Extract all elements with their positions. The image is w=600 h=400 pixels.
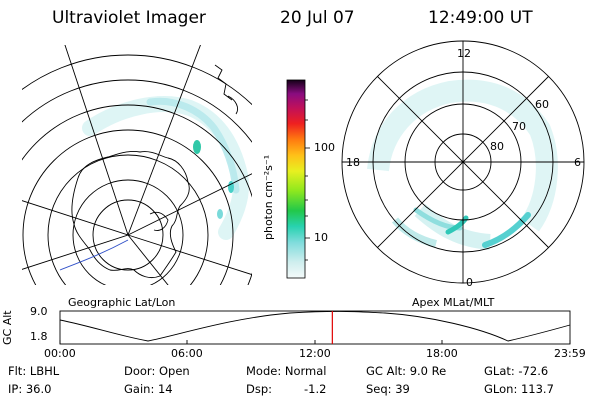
- latitude-circles: [22, 54, 252, 285]
- alt-tick-9: 9.0: [30, 305, 48, 318]
- mlt-label-18: 18: [346, 156, 360, 169]
- app-title: Ultraviolet Imager: [52, 8, 206, 28]
- time-tick-1200: 12:00: [299, 347, 331, 360]
- mlt-label-12: 12: [457, 47, 471, 60]
- colorbar: [286, 79, 310, 279]
- glat-info: GLat: -72.6: [484, 364, 549, 378]
- lat-label-80: 80: [490, 140, 504, 153]
- left-panel-caption: Geographic Lat/Lon: [68, 296, 176, 309]
- aurora-emission-right: [367, 79, 558, 250]
- right-panel-caption: Apex MLat/MLT: [412, 296, 495, 309]
- time-tick-1800: 18:00: [426, 347, 458, 360]
- date-label: 20 Jul 07: [280, 8, 355, 28]
- colorbar-tick-100: 100: [314, 141, 335, 154]
- antarctica-coastline: [71, 151, 190, 279]
- colorbar-unit-label: photon cm⁻²s⁻¹: [262, 154, 275, 240]
- altitude-strip: [59, 310, 571, 345]
- ip-info: IP: 36.0: [8, 382, 52, 396]
- lat-label-60: 60: [535, 98, 549, 111]
- time-label: 12:49:00 UT: [428, 8, 533, 28]
- gc-alt-info: GC Alt: 9.0 Re: [366, 364, 447, 378]
- colorbar-tick-10: 10: [314, 231, 328, 244]
- filter-info: Flt: LBHL: [8, 364, 60, 378]
- footpoint-track: [59, 239, 129, 271]
- time-tick-0000: 00:00: [44, 347, 76, 360]
- aurora-emission-left: [82, 96, 249, 240]
- mlt-label-0: 0: [466, 276, 473, 289]
- gain-info: Gain: 14: [124, 382, 173, 396]
- dsp-value: -1.2: [304, 382, 327, 396]
- geographic-map: [22, 45, 252, 285]
- glon-info: GLon: 113.7: [484, 382, 554, 396]
- door-info: Door: Open: [124, 364, 190, 378]
- alt-axis-label: GC Alt: [1, 310, 14, 345]
- alt-tick-1-8: 1.8: [30, 330, 48, 343]
- seq-info: Seq: 39: [366, 382, 410, 396]
- mode-info: Mode: Normal: [246, 364, 327, 378]
- dsp-label: Dsp:: [246, 382, 273, 396]
- lat-label-70: 70: [512, 120, 526, 133]
- polar-plot: [341, 40, 585, 284]
- time-tick-2359: 23:59: [554, 347, 586, 360]
- meridians: [22, 45, 252, 285]
- mlt-label-6: 6: [574, 156, 581, 169]
- landmass-fragments: [214, 64, 239, 115]
- time-tick-0600: 06:00: [171, 347, 203, 360]
